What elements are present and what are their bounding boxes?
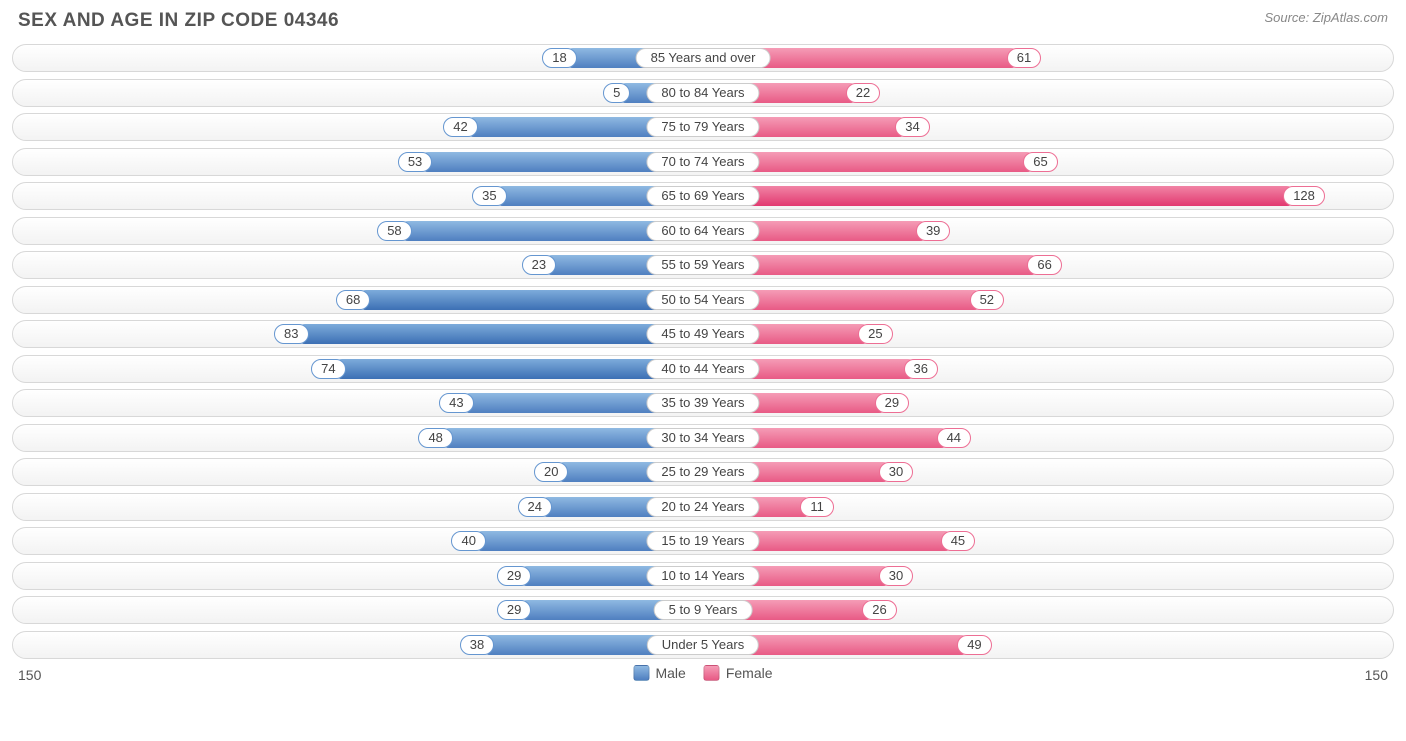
value-label-female: 11 [800, 497, 834, 517]
chart-row: 23 66 55 to 59 Years [12, 251, 1394, 279]
chart-row: 74 36 40 to 44 Years [12, 355, 1394, 383]
legend-item-female: Female [704, 665, 773, 681]
category-label: 85 Years and over [636, 48, 771, 68]
chart-row: 58 39 60 to 64 Years [12, 217, 1394, 245]
bar-male [295, 324, 704, 344]
value-label-female: 52 [970, 290, 1004, 310]
value-label-male: 5 [603, 83, 630, 103]
value-label-male: 23 [522, 255, 556, 275]
value-label-male: 29 [497, 566, 531, 586]
chart-legend: Male Female [633, 665, 772, 681]
value-label-male: 43 [439, 393, 473, 413]
chart-row: 35 128 65 to 69 Years [12, 182, 1394, 210]
category-label: 45 to 49 Years [646, 324, 759, 344]
value-label-male: 18 [542, 48, 576, 68]
value-label-male: 48 [418, 428, 452, 448]
value-label-female: 39 [916, 221, 950, 241]
axis-max-right: 150 [1365, 667, 1388, 683]
category-label: 65 to 69 Years [646, 186, 759, 206]
chart-row: 29 30 10 to 14 Years [12, 562, 1394, 590]
value-label-female: 30 [879, 462, 913, 482]
value-label-female: 49 [957, 635, 991, 655]
chart-row: 18 61 85 Years and over [12, 44, 1394, 72]
value-label-female: 65 [1023, 152, 1057, 172]
legend-label-female: Female [726, 665, 773, 681]
category-label: 30 to 34 Years [646, 428, 759, 448]
chart-row: 24 11 20 to 24 Years [12, 493, 1394, 521]
value-label-male: 53 [398, 152, 432, 172]
chart-row: 29 26 5 to 9 Years [12, 596, 1394, 624]
value-label-male: 40 [451, 531, 485, 551]
value-label-female: 26 [862, 600, 896, 620]
category-label: 50 to 54 Years [646, 290, 759, 310]
chart-source: Source: ZipAtlas.com [1264, 10, 1388, 25]
value-label-female: 25 [858, 324, 892, 344]
population-pyramid-chart: 18 61 85 Years and over 5 22 80 to 84 Years 42… [12, 44, 1394, 659]
category-label: 15 to 19 Years [646, 531, 759, 551]
chart-header: SEX AND AGE IN ZIP CODE 04346 Source: Zi… [12, 10, 1394, 44]
value-label-male: 58 [377, 221, 411, 241]
chart-row: 68 52 50 to 54 Years [12, 286, 1394, 314]
chart-row: 38 49 Under 5 Years [12, 631, 1394, 659]
value-label-male: 29 [497, 600, 531, 620]
category-label: 35 to 39 Years [646, 393, 759, 413]
chart-row: 43 29 35 to 39 Years [12, 389, 1394, 417]
chart-row: 83 25 45 to 49 Years [12, 320, 1394, 348]
value-label-female: 128 [1283, 186, 1325, 206]
value-label-female: 66 [1027, 255, 1061, 275]
category-label: 80 to 84 Years [646, 83, 759, 103]
chart-row: 48 44 30 to 34 Years [12, 424, 1394, 452]
value-label-female: 45 [941, 531, 975, 551]
bar-female [703, 186, 1297, 206]
category-label: Under 5 Years [647, 635, 759, 655]
legend-item-male: Male [633, 665, 685, 681]
category-label: 5 to 9 Years [654, 600, 753, 620]
chart-row: 40 45 15 to 19 Years [12, 527, 1394, 555]
value-label-female: 34 [895, 117, 929, 137]
value-label-female: 22 [846, 83, 880, 103]
legend-label-male: Male [655, 665, 685, 681]
value-label-female: 61 [1007, 48, 1041, 68]
chart-footer: 150 Male Female 150 [12, 665, 1394, 695]
legend-swatch-female [704, 665, 720, 681]
value-label-female: 30 [879, 566, 913, 586]
chart-row: 53 65 70 to 74 Years [12, 148, 1394, 176]
value-label-male: 68 [336, 290, 370, 310]
axis-max-left: 150 [18, 667, 41, 683]
chart-row: 20 30 25 to 29 Years [12, 458, 1394, 486]
category-label: 25 to 29 Years [646, 462, 759, 482]
legend-swatch-male [633, 665, 649, 681]
category-label: 55 to 59 Years [646, 255, 759, 275]
value-label-male: 24 [518, 497, 552, 517]
chart-row: 5 22 80 to 84 Years [12, 79, 1394, 107]
category-label: 20 to 24 Years [646, 497, 759, 517]
value-label-male: 38 [460, 635, 494, 655]
chart-row: 42 34 75 to 79 Years [12, 113, 1394, 141]
value-label-female: 44 [937, 428, 971, 448]
category-label: 70 to 74 Years [646, 152, 759, 172]
category-label: 75 to 79 Years [646, 117, 759, 137]
category-label: 40 to 44 Years [646, 359, 759, 379]
value-label-male: 42 [443, 117, 477, 137]
value-label-female: 29 [875, 393, 909, 413]
value-label-male: 83 [274, 324, 308, 344]
category-label: 60 to 64 Years [646, 221, 759, 241]
chart-title: SEX AND AGE IN ZIP CODE 04346 [18, 10, 339, 32]
value-label-male: 20 [534, 462, 568, 482]
category-label: 10 to 14 Years [646, 566, 759, 586]
value-label-male: 35 [472, 186, 506, 206]
value-label-male: 74 [311, 359, 345, 379]
value-label-female: 36 [904, 359, 938, 379]
